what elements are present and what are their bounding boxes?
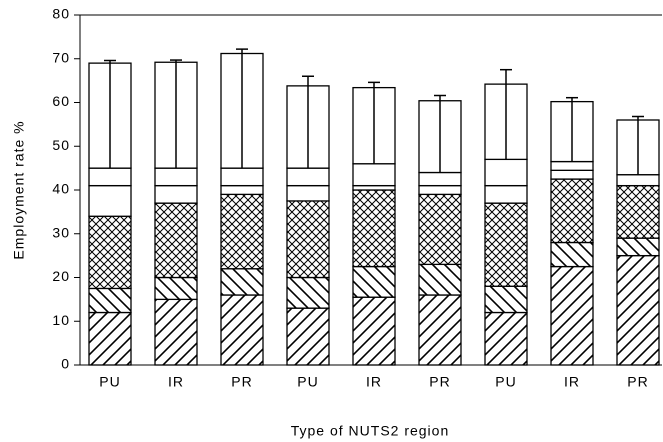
bar-segment xyxy=(484,184,528,204)
y-tick-label: 60 xyxy=(52,93,70,109)
x-tick-label: PU xyxy=(99,374,120,390)
error-bar xyxy=(368,81,380,164)
bar-segment xyxy=(352,163,396,187)
bar-segment xyxy=(220,294,264,366)
bar-segment xyxy=(88,287,132,314)
bar-segment xyxy=(286,167,330,187)
bar-segment xyxy=(154,298,198,366)
x-tick-label: PR xyxy=(627,374,648,390)
bar-segment xyxy=(550,178,594,244)
bar-segment xyxy=(286,307,330,366)
error-bar xyxy=(566,96,578,162)
bar-segment xyxy=(418,263,462,296)
y-tick-label: 80 xyxy=(52,6,70,22)
y-tick-label: 10 xyxy=(52,312,70,328)
x-tick-label: IR xyxy=(366,374,382,390)
bar-segment xyxy=(616,254,660,366)
y-tick-label: 70 xyxy=(52,49,70,65)
x-tick-label: PU xyxy=(495,374,516,390)
bar-segment xyxy=(418,184,462,196)
bar-segment xyxy=(286,200,330,279)
bar-segment xyxy=(88,215,132,290)
error-bar xyxy=(104,59,116,169)
bar-segment xyxy=(616,174,660,187)
error-bar xyxy=(170,59,182,169)
bar-segment xyxy=(418,294,462,366)
y-tick-label: 20 xyxy=(52,268,70,284)
bar-segment xyxy=(220,268,264,296)
bar-segment xyxy=(550,265,594,366)
bar-segment xyxy=(220,167,264,187)
bar-segment xyxy=(88,167,132,187)
error-bar xyxy=(434,94,446,173)
x-tick-label: IR xyxy=(564,374,580,390)
error-bar xyxy=(632,115,644,175)
bar-segment xyxy=(286,276,330,309)
error-bar xyxy=(236,48,248,169)
y-tick-label: 0 xyxy=(61,356,70,372)
bar-segment xyxy=(220,193,264,270)
bar-segment xyxy=(418,171,462,187)
bar-segment xyxy=(352,189,396,268)
bar-segment xyxy=(484,158,528,187)
y-tick-label: 50 xyxy=(52,137,70,153)
bar-segment xyxy=(550,169,594,180)
x-axis-label: Type of NUTS2 region xyxy=(291,423,450,439)
bar-segment xyxy=(484,285,528,314)
bar-segment xyxy=(616,184,660,239)
bar-segment xyxy=(550,160,594,171)
bar-segment xyxy=(418,193,462,266)
bar-segment xyxy=(154,184,198,204)
y-tick-label: 40 xyxy=(52,181,70,197)
bar-segment xyxy=(484,311,528,366)
bar-segment xyxy=(616,237,660,257)
y-axis-label: Employment rate % xyxy=(11,120,27,259)
error-bar xyxy=(500,68,512,160)
bar-segment xyxy=(352,296,396,366)
x-tick-label: IR xyxy=(168,374,184,390)
bar-segment xyxy=(220,184,264,196)
bar-segment xyxy=(154,276,198,301)
bar-segment xyxy=(550,241,594,268)
y-tick-label: 30 xyxy=(52,224,70,240)
x-tick-label: PR xyxy=(231,374,252,390)
bar-segment xyxy=(88,184,132,217)
x-tick-label: PR xyxy=(429,374,450,390)
bar-segment xyxy=(286,184,330,202)
error-bar xyxy=(302,75,314,169)
bar-segment xyxy=(352,184,396,191)
bar-segment xyxy=(88,311,132,366)
bar-segment xyxy=(352,265,396,298)
bar-segment xyxy=(154,167,198,187)
x-tick-label: PU xyxy=(297,374,318,390)
bar-segment xyxy=(484,202,528,287)
bar-segment xyxy=(154,202,198,279)
